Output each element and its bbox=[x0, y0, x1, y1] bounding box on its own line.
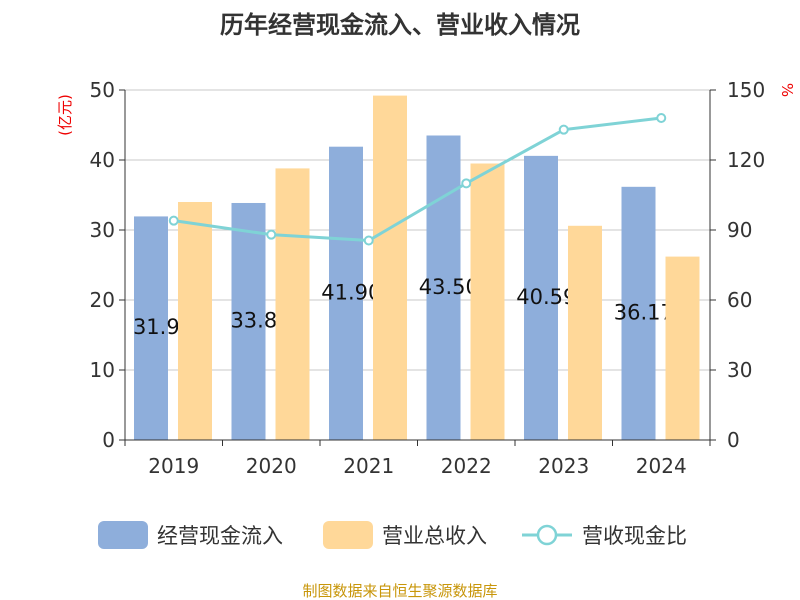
line-point bbox=[461, 178, 472, 189]
y-tick-label: 30 bbox=[90, 218, 115, 242]
y-tick-label: 10 bbox=[90, 358, 115, 382]
x-tick-label: 2020 bbox=[246, 454, 297, 478]
legend-label: 经营现金流入 bbox=[157, 524, 283, 548]
bar-营业总收入 bbox=[275, 168, 310, 440]
line-point bbox=[168, 215, 179, 226]
y2-tick-label: 120 bbox=[727, 148, 765, 172]
legend-swatch-cash-inflow bbox=[98, 521, 148, 549]
bar-经营现金流入 bbox=[329, 146, 363, 440]
x-tick-label: 2022 bbox=[441, 454, 492, 478]
legend-swatch-revenue bbox=[323, 521, 373, 549]
bar-经营现金流入 bbox=[426, 135, 461, 440]
bar-经营现金流入 bbox=[231, 202, 266, 440]
line-营收现金比 bbox=[173, 116, 662, 243]
source-footer: 制图数据来自恒生聚源数据库 bbox=[302, 582, 497, 600]
x-tick-label: 2023 bbox=[538, 454, 589, 478]
y2-tick-label: 90 bbox=[727, 218, 752, 242]
legend-label: 营业总收入 bbox=[382, 524, 487, 548]
chart-title: 历年经营现金流入、营业收入情况 bbox=[220, 11, 580, 39]
bar-营业总收入 bbox=[470, 163, 505, 440]
bar-营业总收入 bbox=[178, 202, 212, 440]
x-tick-label: 2019 bbox=[148, 454, 199, 478]
bar-经营现金流入 bbox=[621, 186, 656, 440]
line-point bbox=[266, 229, 277, 240]
line-point bbox=[363, 235, 374, 246]
bar-经营现金流入 bbox=[524, 155, 558, 440]
y2-axis-label: % bbox=[778, 83, 796, 97]
bar-经营现金流入 bbox=[134, 216, 168, 440]
legend-label: 营收现金比 bbox=[582, 524, 687, 548]
y2-tick-label: 30 bbox=[727, 358, 752, 382]
bar-营业总收入 bbox=[373, 95, 407, 440]
line-point bbox=[558, 124, 569, 135]
y-tick-label: 0 bbox=[102, 428, 115, 452]
legend-swatch-ratio-marker bbox=[536, 524, 558, 546]
bar-营业总收入 bbox=[665, 256, 700, 440]
y2-tick-label: 150 bbox=[727, 78, 765, 102]
y2-tick-label: 0 bbox=[727, 428, 740, 452]
line-point bbox=[656, 113, 667, 123]
bar-营业总收入 bbox=[568, 225, 602, 440]
y-tick-label: 20 bbox=[90, 288, 115, 312]
x-tick-label: 2021 bbox=[343, 454, 394, 478]
y-tick-label: 40 bbox=[90, 148, 115, 172]
y-tick-label: 50 bbox=[90, 78, 115, 102]
y2-tick-label: 60 bbox=[727, 288, 752, 312]
x-tick-label: 2024 bbox=[636, 454, 687, 478]
y-axis-label: (亿元) bbox=[56, 94, 74, 136]
